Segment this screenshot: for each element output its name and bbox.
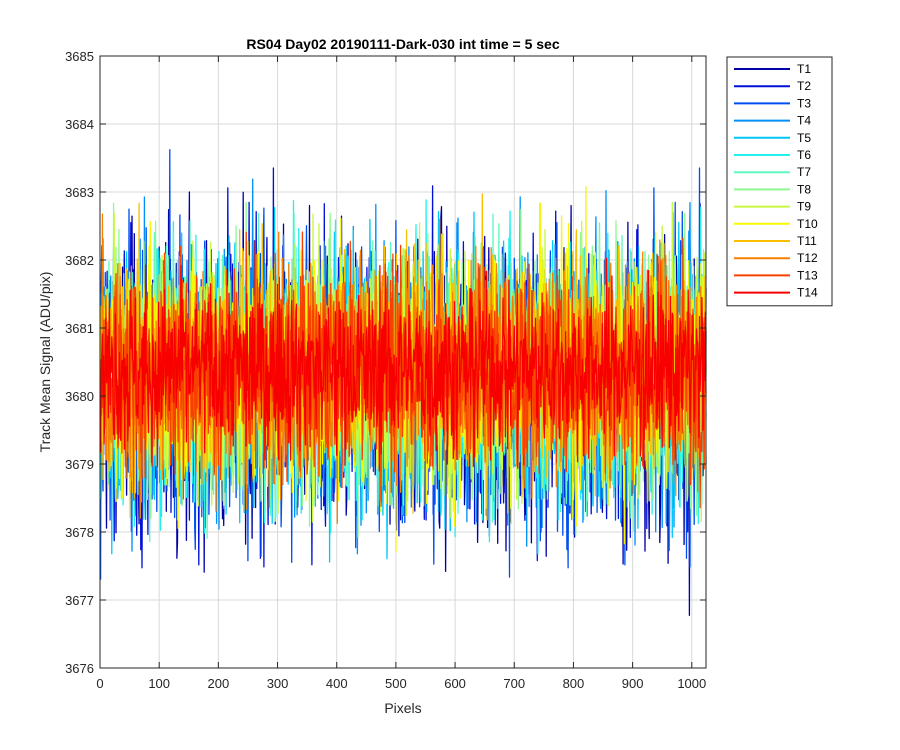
y-tick-label: 3685 <box>65 49 94 64</box>
legend-label-t4: T4 <box>797 114 811 128</box>
x-tick-label: 500 <box>385 676 407 691</box>
legend-label-t10: T10 <box>797 217 818 231</box>
plot-frame <box>99 55 707 669</box>
legend-label-t5: T5 <box>797 131 811 145</box>
x-tick-label: 900 <box>622 676 644 691</box>
legend-label-t8: T8 <box>797 182 811 196</box>
y-tick-label: 3677 <box>65 593 94 608</box>
y-tick-label: 3682 <box>65 253 94 268</box>
y-tick-label: 3684 <box>65 117 94 132</box>
y-tick-label: 3680 <box>65 389 94 404</box>
series-line-t14 <box>99 257 707 472</box>
x-tick-label: 800 <box>563 676 585 691</box>
legend: T1 T2 T3 T4 T5 T6 T7 T8 T9 T10 T11 T12 T13 T14 <box>726 56 833 307</box>
x-tick-label: 700 <box>503 676 525 691</box>
ticks: 0 100 200 300 400 500 600 700 800 900 1000 3676 3677… <box>65 49 706 691</box>
x-tick-label: 1000 <box>677 676 706 691</box>
y-tick-label: 3679 <box>65 457 94 472</box>
x-tick-label: 400 <box>326 676 348 691</box>
legend-label-t3: T3 <box>797 96 811 110</box>
legend-label-t2: T2 <box>797 79 811 93</box>
legend-label-t7: T7 <box>797 165 811 179</box>
x-tick-label: 0 <box>96 676 103 691</box>
y-tick-label: 3678 <box>65 525 94 540</box>
x-tick-label: 300 <box>267 676 289 691</box>
y-tick-label: 3683 <box>65 185 94 200</box>
y-axis-label: Track Mean Signal (ADU/pix) <box>37 272 53 453</box>
y-tick-label: 3681 <box>65 321 94 336</box>
legend-label-t14: T14 <box>797 286 818 300</box>
legend-label-t12: T12 <box>797 251 818 265</box>
x-tick-label: 200 <box>208 676 230 691</box>
legend-label-t13: T13 <box>797 268 818 282</box>
series-layer <box>99 149 707 617</box>
legend-label-t11: T11 <box>797 234 817 248</box>
legend-label-t9: T9 <box>797 200 811 214</box>
legend-label-t1: T1 <box>797 62 811 76</box>
x-axis-label: Pixels <box>384 700 421 716</box>
y-tick-label: 3676 <box>65 661 94 676</box>
legend-label-t6: T6 <box>797 148 811 162</box>
legend-box <box>726 56 833 307</box>
chart-title: RS04 Day02 20190111-Dark-030 int time = … <box>246 36 559 52</box>
x-tick-label: 100 <box>148 676 170 691</box>
x-tick-label: 600 <box>444 676 466 691</box>
